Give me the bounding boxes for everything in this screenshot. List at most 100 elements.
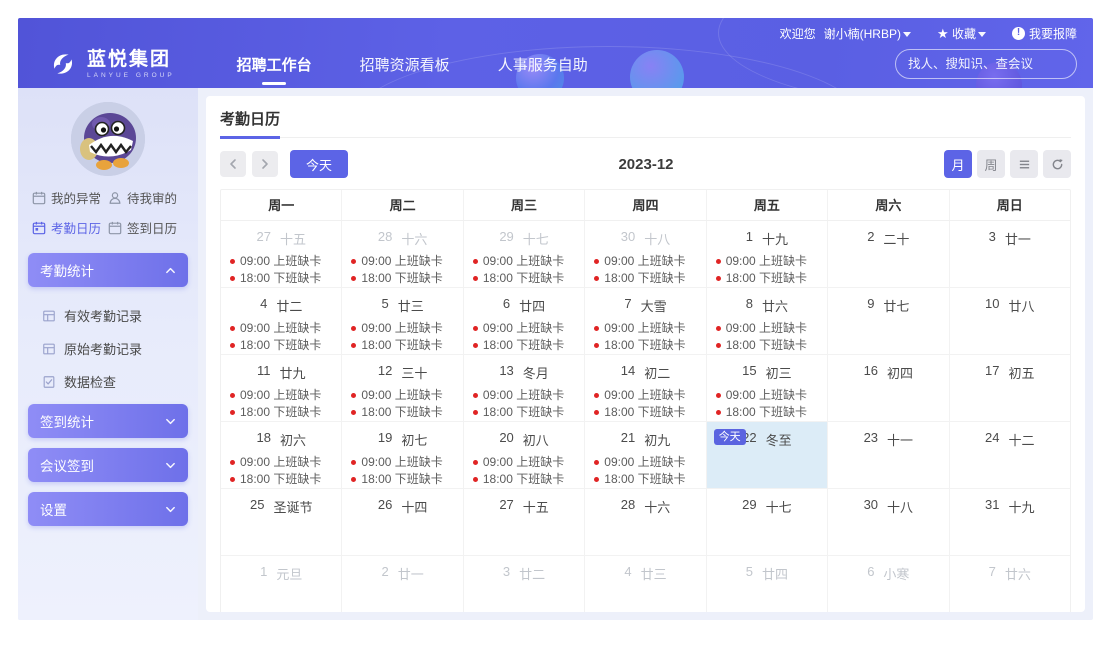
calendar-day-cell[interactable]: 28 十六 09:00 上班缺卡 18:00 下班缺卡 [342,221,464,287]
calendar-day-cell[interactable]: 11 廿九 09:00 上班缺卡 18:00 下班缺卡 [221,355,343,421]
calendar-day-cell[interactable]: 6 廿四 09:00 上班缺卡 18:00 下班缺卡 [464,288,586,354]
refresh-button[interactable] [1043,150,1071,178]
attendance-event[interactable]: 18:00 下班缺卡 [594,471,705,488]
attendance-event[interactable]: 09:00 上班缺卡 [594,387,705,404]
calendar-day-cell[interactable]: 19 初七 09:00 上班缺卡 18:00 下班缺卡 [342,422,464,488]
attendance-event[interactable]: 18:00 下班缺卡 [230,471,341,488]
calendar-day-cell[interactable]: 27 十五 09:00 上班缺卡 18:00 下班缺卡 [221,221,343,287]
attendance-event[interactable]: 18:00 下班缺卡 [594,404,705,421]
calendar-day-cell[interactable]: 1 十九 09:00 上班缺卡 18:00 下班缺卡 [707,221,829,287]
report-issue-link[interactable]: ! 我要报障 [1011,25,1077,42]
calendar-day-cell[interactable]: 28 十六 [585,489,707,555]
calendar-day-cell[interactable]: 10 廿八 [950,288,1070,354]
calendar-day-cell[interactable]: 9 廿七 [828,288,950,354]
calendar-day-cell[interactable]: 21 初九 09:00 上班缺卡 18:00 下班缺卡 [585,422,707,488]
calendar-day-cell[interactable]: 27 十五 [464,489,586,555]
search-input[interactable] [908,57,1069,71]
calendar-day-cell[interactable]: 16 初四 [828,355,950,421]
today-button[interactable]: 今天 [290,150,349,178]
calendar-day-cell[interactable]: 24 十二 [950,422,1070,488]
attendance-event[interactable]: 18:00 下班缺卡 [230,270,341,287]
attendance-event[interactable]: 09:00 上班缺卡 [594,253,705,270]
list-view-button[interactable] [1010,150,1038,178]
calendar-day-cell[interactable]: 25 圣诞节 [221,489,343,555]
attendance-event[interactable]: 18:00 下班缺卡 [230,404,341,421]
calendar-day-cell[interactable]: 4 廿三 [585,556,707,612]
calendar-day-cell[interactable]: 1 元旦 [221,556,343,612]
attendance-event[interactable]: 09:00 上班缺卡 [594,454,705,471]
calendar-day-cell[interactable]: 17 初五 [950,355,1070,421]
attendance-event[interactable]: 09:00 上班缺卡 [230,320,341,337]
calendar-day-cell[interactable]: 15 初三 09:00 上班缺卡 18:00 下班缺卡 [707,355,829,421]
attendance-event[interactable]: 09:00 上班缺卡 [472,387,584,404]
next-month-button[interactable] [252,151,278,177]
attendance-event[interactable]: 18:00 下班缺卡 [715,270,827,287]
prev-month-button[interactable] [220,151,246,177]
avatar[interactable] [71,102,145,176]
attendance-event[interactable]: 09:00 上班缺卡 [230,454,341,471]
attendance-event[interactable]: 18:00 下班缺卡 [594,337,705,354]
month-view-button[interactable]: 月 [944,150,972,178]
calendar-day-cell[interactable]: 23 十一 [828,422,950,488]
calendar-day-cell[interactable]: 2 二十 [828,221,950,287]
attendance-event[interactable]: 09:00 上班缺卡 [351,320,462,337]
attendance-event[interactable]: 18:00 下班缺卡 [715,337,827,354]
attendance-event[interactable]: 18:00 下班缺卡 [230,337,341,354]
nav-tab-hr-selfservice[interactable]: 人事服务自助 [497,56,588,74]
calendar-day-cell[interactable]: 14 初二 09:00 上班缺卡 18:00 下班缺卡 [585,355,707,421]
calendar-day-cell[interactable]: 2 廿一 [342,556,464,612]
company-logo[interactable]: 蓝悦集团 LANYUE GROUP [48,49,175,79]
sidebar-item-signin-calendar[interactable]: 签到日历 [108,218,184,237]
section-meeting-signin[interactable]: 会议签到 [28,448,188,482]
calendar-day-cell[interactable]: 18 初六 09:00 上班缺卡 18:00 下班缺卡 [221,422,343,488]
calendar-day-cell[interactable]: 26 十四 [342,489,464,555]
attendance-event[interactable]: 18:00 下班缺卡 [472,471,584,488]
calendar-day-cell[interactable]: 7 廿六 [950,556,1070,612]
calendar-day-cell[interactable]: 5 廿三 09:00 上班缺卡 18:00 下班缺卡 [342,288,464,354]
calendar-day-cell[interactable]: 8 廿六 09:00 上班缺卡 18:00 下班缺卡 [707,288,829,354]
attendance-event[interactable]: 18:00 下班缺卡 [472,270,584,287]
calendar-day-cell[interactable]: 6 小寒 [828,556,950,612]
calendar-day-cell[interactable]: 30 十八 09:00 上班缺卡 18:00 下班缺卡 [585,221,707,287]
attendance-event[interactable]: 18:00 下班缺卡 [351,270,462,287]
sidebar-item-pending-approvals[interactable]: 待我审的 [108,188,184,207]
nav-tab-recruit-board[interactable]: 招聘资源看板 [359,56,450,74]
attendance-event[interactable]: 09:00 上班缺卡 [472,320,584,337]
attendance-event[interactable]: 09:00 上班缺卡 [715,320,827,337]
attendance-event[interactable]: 09:00 上班缺卡 [351,387,462,404]
section-settings[interactable]: 设置 [28,492,188,526]
calendar-day-cell[interactable]: 今天 22 冬至 [706,422,829,488]
attendance-event[interactable]: 09:00 上班缺卡 [472,454,584,471]
global-search[interactable] [895,49,1077,79]
attendance-event[interactable]: 18:00 下班缺卡 [351,337,462,354]
week-view-button[interactable]: 周 [977,150,1005,178]
attendance-event[interactable]: 09:00 上班缺卡 [351,454,462,471]
section-signin-stats[interactable]: 签到统计 [28,404,188,438]
calendar-day-cell[interactable]: 30 十八 [828,489,950,555]
calendar-day-cell[interactable]: 7 大雪 09:00 上班缺卡 18:00 下班缺卡 [585,288,707,354]
attendance-event[interactable]: 18:00 下班缺卡 [351,404,462,421]
attendance-event[interactable]: 09:00 上班缺卡 [715,253,827,270]
sidebar-item-attendance-calendar[interactable]: 考勤日历 [32,218,108,237]
calendar-day-cell[interactable]: 20 初八 09:00 上班缺卡 18:00 下班缺卡 [464,422,586,488]
attendance-event[interactable]: 09:00 上班缺卡 [230,253,341,270]
user-menu[interactable]: 谢小楠(HRBP) [824,25,911,42]
sidebar-item-raw-records[interactable]: 原始考勤记录 [18,332,198,365]
calendar-day-cell[interactable]: 29 十七 [707,489,829,555]
attendance-event[interactable]: 18:00 下班缺卡 [594,270,705,287]
section-attendance-stats[interactable]: 考勤统计 [28,253,188,287]
calendar-day-cell[interactable]: 31 十九 [950,489,1070,555]
sidebar-item-valid-records[interactable]: 有效考勤记录 [18,299,198,332]
attendance-event[interactable]: 09:00 上班缺卡 [715,387,827,404]
attendance-event[interactable]: 18:00 下班缺卡 [715,404,827,421]
attendance-event[interactable]: 09:00 上班缺卡 [594,320,705,337]
attendance-event[interactable]: 09:00 上班缺卡 [472,253,584,270]
calendar-day-cell[interactable]: 5 廿四 [707,556,829,612]
calendar-day-cell[interactable]: 3 廿二 [464,556,586,612]
favorites-menu[interactable]: ★ 收藏 [937,25,986,42]
sidebar-item-my-exceptions[interactable]: 我的异常 [32,188,108,207]
nav-tab-recruit-workbench[interactable]: 招聘工作台 [237,48,312,81]
attendance-event[interactable]: 18:00 下班缺卡 [472,404,584,421]
attendance-event[interactable]: 18:00 下班缺卡 [472,337,584,354]
attendance-event[interactable]: 09:00 上班缺卡 [351,253,462,270]
